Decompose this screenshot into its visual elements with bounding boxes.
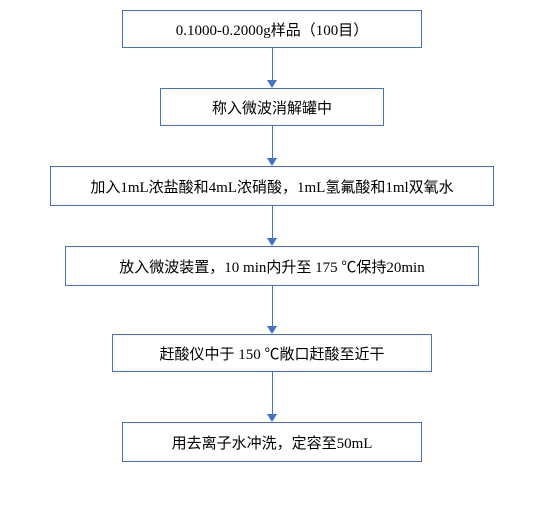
arrow-line [272, 372, 273, 414]
arrow-head [267, 238, 277, 246]
step-label: 0.1000-0.2000g样品（100目） [176, 19, 369, 40]
step-box-2: 称入微波消解罐中 [160, 88, 384, 126]
arrow-head [267, 326, 277, 334]
step-label: 用去离子水冲洗，定容至50mL [172, 432, 373, 453]
arrow-line [272, 286, 273, 326]
arrow-head [267, 414, 277, 422]
step-label: 赶酸仪中于 150 ℃敞口赶酸至近干 [159, 343, 384, 364]
step-box-5: 赶酸仪中于 150 ℃敞口赶酸至近干 [112, 334, 432, 372]
step-label: 称入微波消解罐中 [212, 97, 332, 118]
arrow-1-2 [267, 48, 277, 88]
step-box-4: 放入微波装置，10 min内升至 175 ℃保持20min [65, 246, 479, 286]
arrow-line [272, 126, 273, 158]
arrow-line [272, 206, 273, 238]
arrow-4-5 [267, 286, 277, 334]
step-box-6: 用去离子水冲洗，定容至50mL [122, 422, 422, 462]
arrow-head [267, 80, 277, 88]
arrow-head [267, 158, 277, 166]
arrow-3-4 [267, 206, 277, 246]
step-label: 放入微波装置，10 min内升至 175 ℃保持20min [119, 256, 424, 277]
step-box-3: 加入1mL浓盐酸和4mL浓硝酸，1mL氢氟酸和1ml双氧水 [50, 166, 494, 206]
arrow-line [272, 48, 273, 80]
flowchart-container: 0.1000-0.2000g样品（100目） 称入微波消解罐中 加入1mL浓盐酸… [0, 0, 534, 509]
arrow-5-6 [267, 372, 277, 422]
step-box-1: 0.1000-0.2000g样品（100目） [122, 10, 422, 48]
step-label: 加入1mL浓盐酸和4mL浓硝酸，1mL氢氟酸和1ml双氧水 [90, 176, 453, 197]
arrow-2-3 [267, 126, 277, 166]
